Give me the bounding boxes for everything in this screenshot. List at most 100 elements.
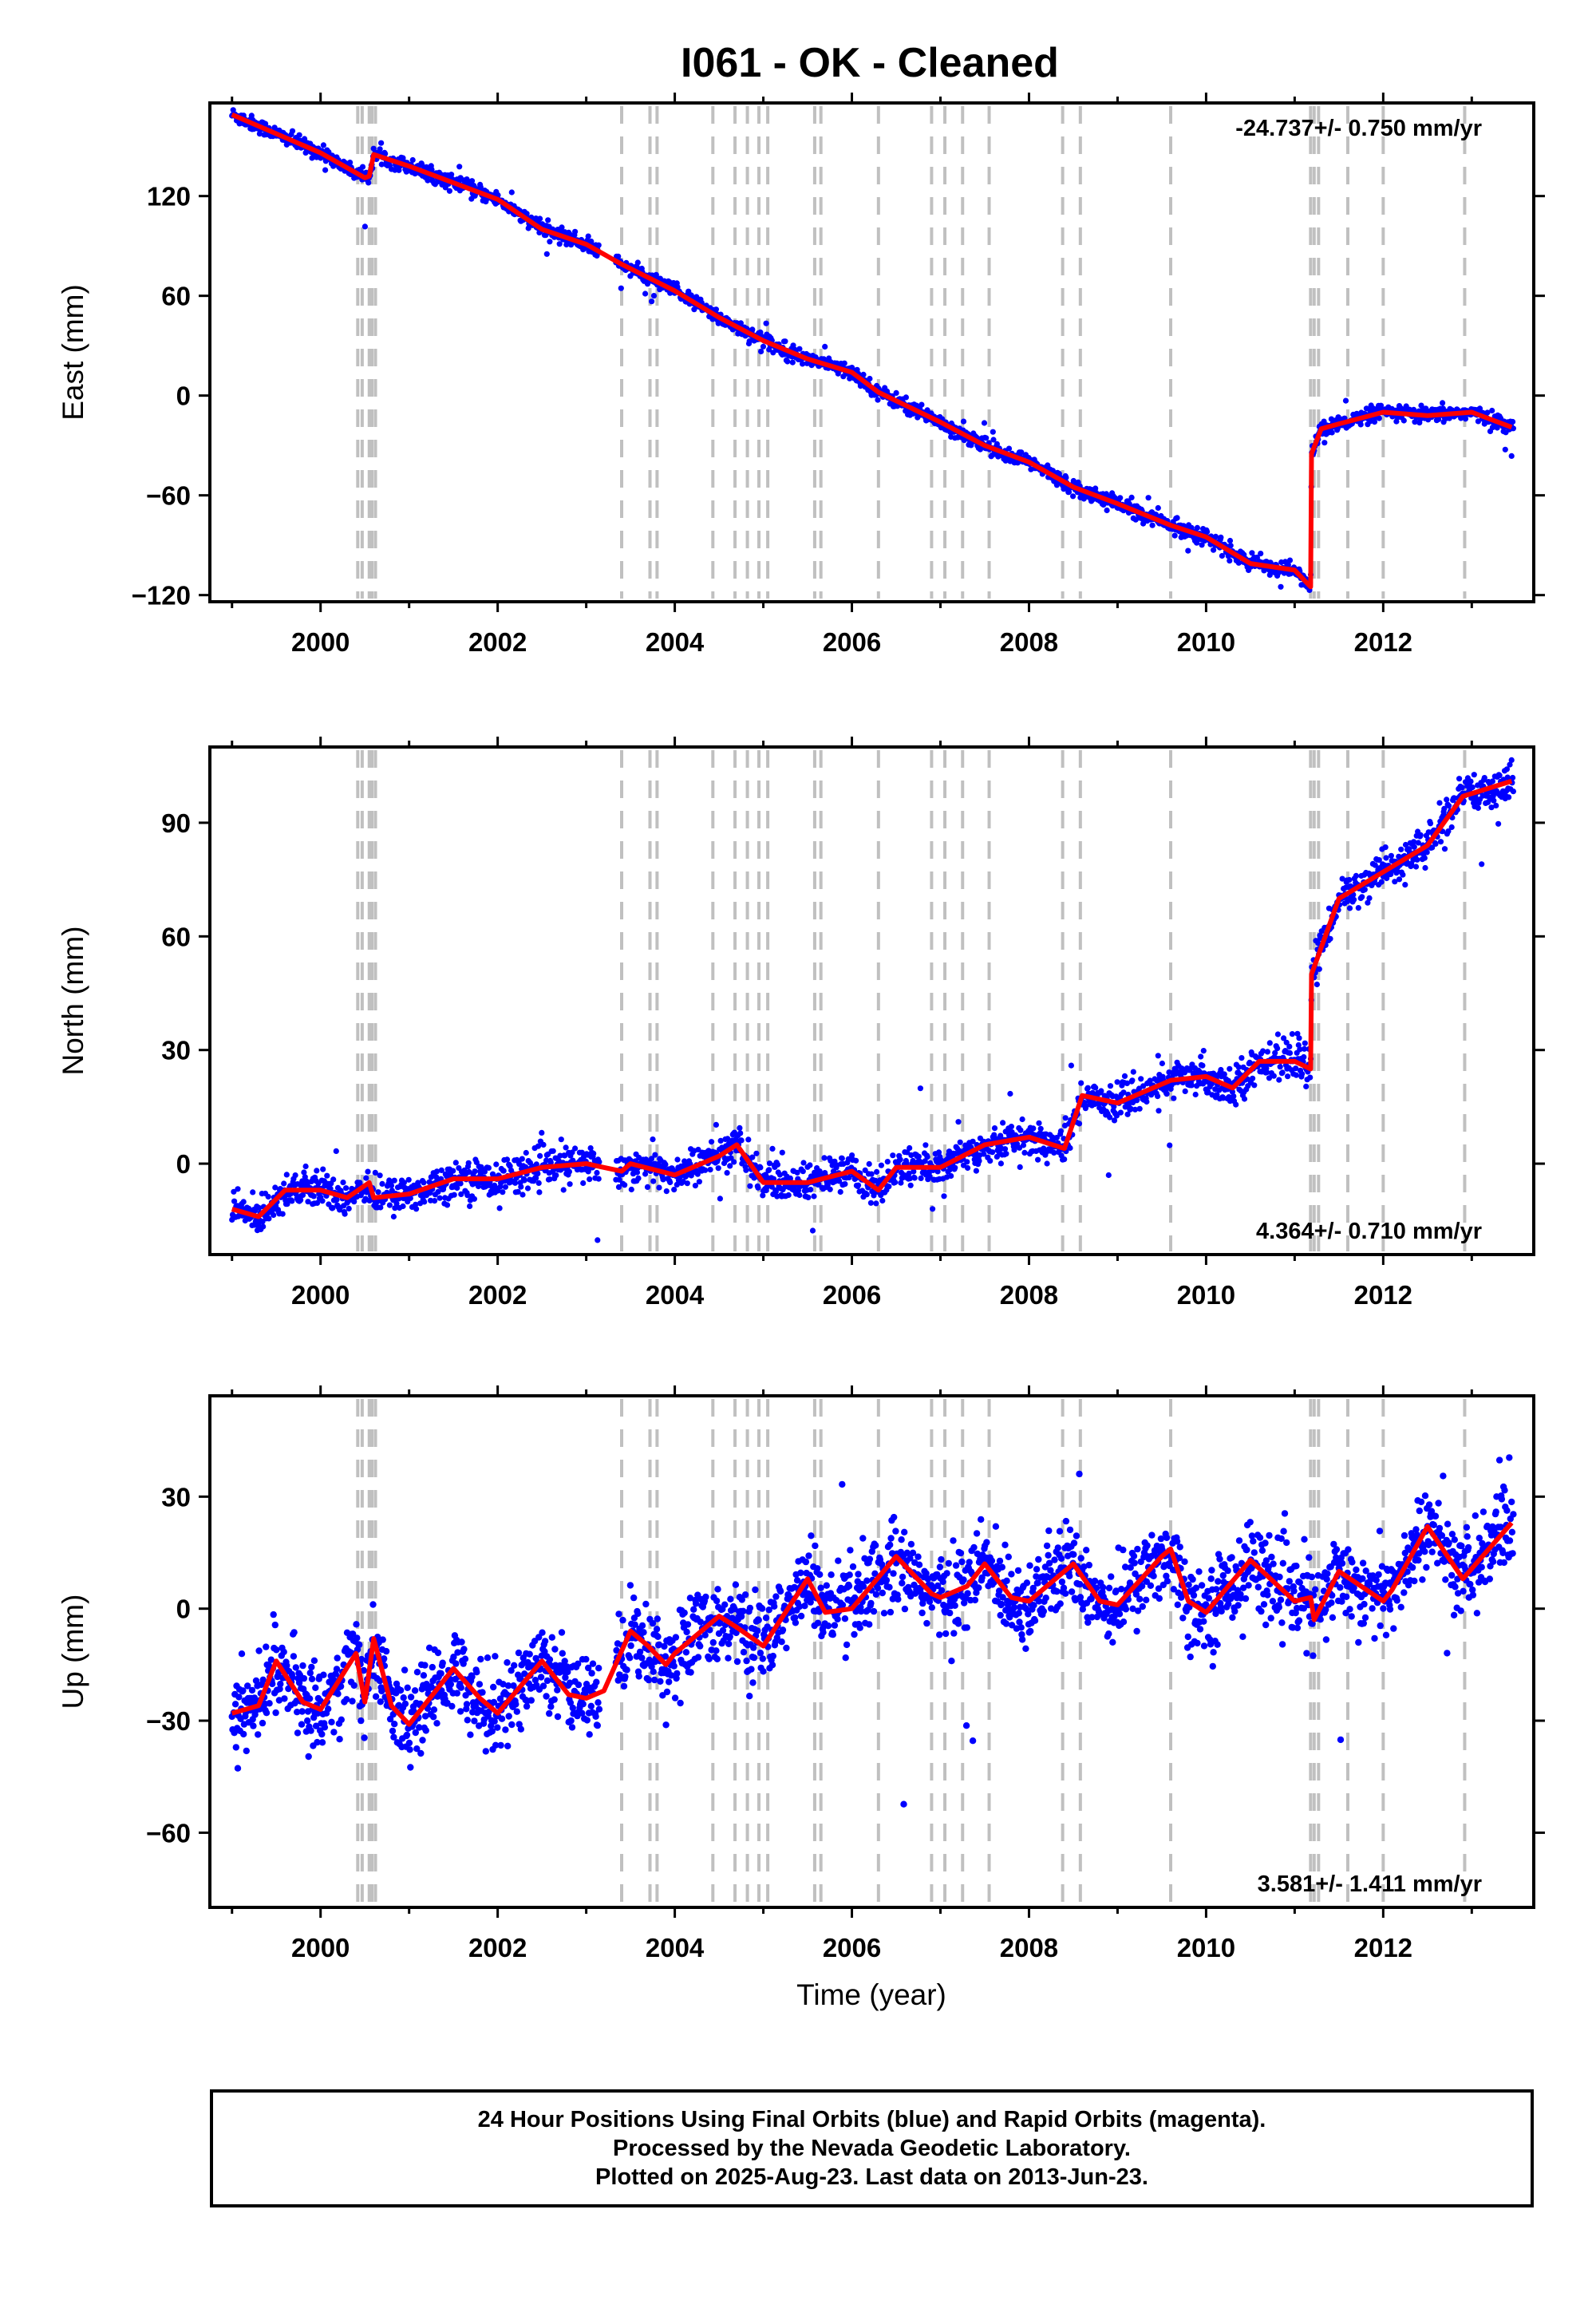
data-point: [256, 1204, 263, 1211]
data-point: [1149, 522, 1156, 528]
data-point: [1092, 1085, 1099, 1091]
y-tick-label: 90: [161, 808, 191, 838]
data-point: [266, 1700, 273, 1707]
data-point: [649, 298, 655, 305]
data-point: [1266, 1075, 1273, 1081]
data-point: [800, 361, 806, 367]
data-point: [596, 1159, 602, 1165]
data-point: [365, 1168, 371, 1175]
data-point: [763, 320, 769, 326]
data-point: [1446, 803, 1452, 809]
data-point: [377, 1698, 384, 1705]
data-point: [468, 178, 476, 184]
x-tick-label: 2010: [1177, 1280, 1235, 1310]
data-point: [429, 167, 435, 173]
data-point: [535, 1180, 542, 1186]
data-point: [1130, 1069, 1136, 1075]
data-point: [745, 1136, 752, 1143]
data-point: [1266, 1040, 1273, 1046]
data-point: [662, 1161, 669, 1168]
data-point: [314, 1168, 320, 1174]
data-point: [1396, 876, 1403, 883]
data-point: [1159, 1060, 1165, 1067]
data-point: [299, 1662, 306, 1670]
data-point: [320, 1166, 326, 1172]
data-point: [382, 1647, 390, 1655]
data-point: [312, 1722, 320, 1729]
data-point: [1211, 547, 1217, 553]
chart-title: I061 - OK - Cleaned: [681, 40, 1059, 86]
data-point: [327, 1185, 334, 1192]
data-point: [372, 1169, 378, 1176]
data-point: [337, 1682, 345, 1690]
data-point: [310, 1193, 317, 1199]
data-point: [343, 1185, 350, 1192]
data-point: [1132, 1106, 1139, 1113]
data-point: [496, 1205, 503, 1211]
data-point: [594, 1169, 600, 1176]
data-point: [1076, 1120, 1083, 1127]
data-point: [392, 1205, 398, 1211]
data-point: [421, 1199, 428, 1205]
data-point: [1145, 495, 1152, 501]
data-point: [1218, 534, 1224, 541]
data-point: [650, 1136, 656, 1143]
data-point: [231, 1188, 237, 1195]
data-point: [990, 429, 996, 435]
data-point: [248, 113, 255, 119]
data-point: [1098, 1088, 1104, 1094]
data-point: [334, 1196, 340, 1203]
data-point: [308, 1675, 316, 1682]
data-point: [1194, 524, 1200, 532]
data-point: [450, 1654, 457, 1661]
data-point: [1107, 1083, 1114, 1089]
data-point: [358, 1655, 365, 1663]
data-point: [569, 1149, 575, 1156]
data-point: [960, 418, 967, 425]
data-point: [696, 1179, 703, 1185]
data-point: [822, 343, 828, 350]
data-point: [285, 1685, 292, 1693]
data-point: [405, 1176, 412, 1183]
data-point: [846, 1174, 852, 1181]
data-point: [558, 1136, 564, 1143]
data-point: [827, 1186, 833, 1192]
data-point: [1241, 1096, 1248, 1102]
data-point: [400, 1694, 407, 1701]
x-tick-label: 2012: [1354, 627, 1412, 657]
data-point: [998, 1160, 1004, 1167]
data-point: [1383, 855, 1389, 861]
data-point: [471, 1196, 478, 1202]
data-point: [1382, 844, 1389, 851]
data-point: [1231, 1093, 1237, 1100]
data-point: [377, 146, 383, 152]
data-point: [837, 1188, 843, 1196]
data-point: [948, 1172, 954, 1180]
data-point: [1134, 1097, 1140, 1104]
data-point: [403, 1731, 411, 1739]
data-point: [393, 1200, 400, 1207]
data-point: [340, 1180, 346, 1186]
data-point: [1233, 1101, 1239, 1108]
data-point: [322, 167, 329, 173]
data-point: [805, 1194, 812, 1200]
data-point: [346, 1205, 352, 1211]
data-point: [1037, 1125, 1044, 1132]
data-point: [429, 1663, 436, 1671]
data-point: [998, 1132, 1004, 1139]
data-point: [318, 1730, 326, 1738]
y-axis-title: North (mm): [57, 926, 89, 1075]
data-point: [523, 211, 530, 217]
data-point: [1057, 1128, 1064, 1134]
data-point: [779, 1149, 785, 1156]
data-point: [292, 1172, 298, 1179]
data-point: [1218, 1066, 1224, 1073]
data-point: [1427, 820, 1434, 827]
data-point: [464, 1192, 471, 1199]
data-point: [724, 1170, 730, 1176]
data-point: [300, 1674, 308, 1682]
data-point: [816, 1168, 823, 1175]
y-tick-label: −60: [146, 481, 191, 511]
data-point: [407, 1694, 415, 1701]
data-point: [372, 1693, 380, 1700]
